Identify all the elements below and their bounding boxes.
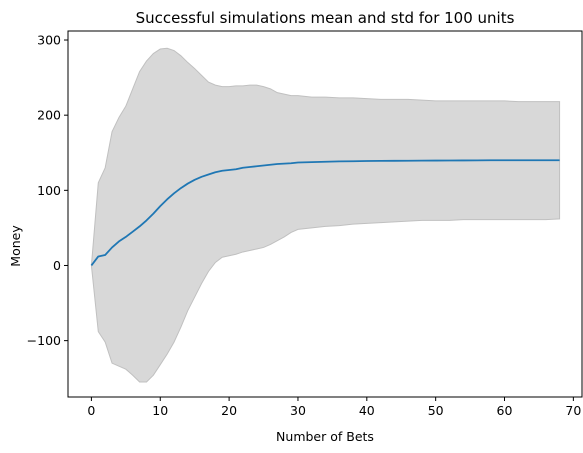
x-tick-label: 70 [565, 403, 581, 418]
x-tick-label: 50 [428, 403, 444, 418]
y-axis-label: Money [8, 225, 23, 267]
y-tick-label: 200 [37, 108, 61, 123]
y-tick-label: 0 [53, 258, 61, 273]
plot-area [67, 30, 583, 398]
x-axis-label: Number of Bets [276, 429, 374, 444]
y-axis: −100 0 100 200 300 [27, 33, 68, 348]
x-tick-label: 20 [221, 403, 237, 418]
chart-title: Successful simulations mean and std for … [136, 9, 515, 27]
y-tick-label: 100 [37, 183, 61, 198]
x-tick-label: 60 [497, 403, 513, 418]
x-tick-label: 0 [87, 403, 95, 418]
y-tick-label: −100 [27, 333, 61, 348]
mean-line [90, 159, 560, 267]
x-tick-label: 40 [359, 403, 375, 418]
axes-frame [67, 30, 583, 398]
x-tick-label: 10 [152, 403, 168, 418]
y-tick-label: 300 [37, 33, 61, 48]
x-axis: 0 10 20 30 40 50 60 70 [87, 397, 581, 418]
std-band [90, 47, 561, 383]
x-tick-label: 30 [290, 403, 306, 418]
